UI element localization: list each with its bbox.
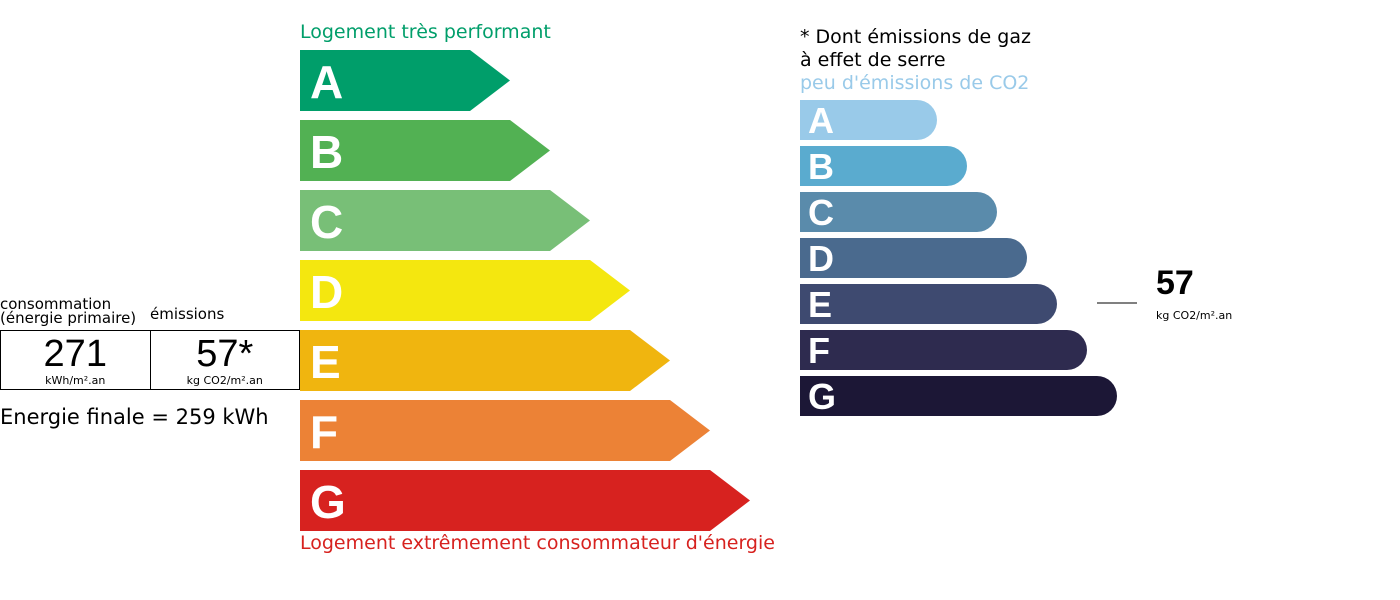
consumption-value: 271 — [43, 333, 107, 375]
ges-note-line2: à effet de serre — [800, 49, 946, 71]
consumption-label-line2: (énergie primaire) — [0, 309, 137, 327]
ges-bar-d — [800, 238, 1027, 278]
ges-letter-c: C — [808, 192, 834, 233]
energy-letter-a: A — [310, 56, 343, 108]
ges-unit: kg CO2/m².an — [1156, 309, 1233, 322]
ges-value: 57 — [1156, 264, 1194, 302]
emissions-value: 57* — [196, 333, 254, 375]
energy-letter-f: F — [310, 406, 338, 458]
ges-letter-g: G — [808, 376, 836, 417]
consumption-unit: kWh/m².an — [45, 374, 106, 387]
ges-letter-b: B — [808, 146, 834, 187]
summary-box: 271 kWh/m².an 57* kg CO2/m².an — [0, 330, 300, 390]
ges-bar-b — [800, 146, 967, 186]
energy-title-top: Logement très performant — [300, 21, 551, 43]
energy-bar-g — [300, 470, 750, 531]
final-energy: Energie finale = 259 kWh — [0, 405, 269, 429]
emissions-cell: 57* kg CO2/m².an — [149, 331, 300, 389]
ges-bar-f — [800, 330, 1087, 370]
energy-bar-f — [300, 400, 710, 461]
ges-low-label: peu d'émissions de CO2 — [800, 72, 1030, 94]
ges-bar-g — [800, 376, 1117, 416]
ges-note: * Dont émissions de gaz à effet de serre — [800, 26, 1031, 72]
consumption-label: consommation (énergie primaire) — [0, 295, 137, 327]
energy-letter-b: B — [310, 126, 343, 178]
ges-letter-d: D — [808, 238, 834, 279]
energy-bar-a — [300, 50, 510, 111]
ges-bar-e — [800, 284, 1057, 324]
emissions-label: émissions — [150, 305, 225, 323]
ges-letter-f: F — [808, 330, 830, 371]
ges-letter-e: E — [808, 284, 832, 325]
energy-letter-g: G — [310, 476, 346, 528]
energy-bar-c — [300, 190, 590, 251]
consumption-cell: 271 kWh/m².an — [1, 331, 150, 389]
energy-bar-e — [300, 330, 670, 391]
energy-letter-d: D — [310, 266, 343, 318]
energy-letter-e: E — [310, 336, 341, 388]
consumption-label-line1: consommation — [0, 295, 112, 313]
energy-bar-b — [300, 120, 550, 181]
energy-bar-d — [300, 260, 630, 321]
ges-bar-a — [800, 100, 937, 140]
ges-note-line1: * Dont émissions de gaz — [800, 26, 1031, 48]
ges-bar-c — [800, 192, 997, 232]
energy-letter-c: C — [310, 196, 343, 248]
energy-title-bottom: Logement extrêmement consommateur d'éner… — [300, 532, 775, 554]
ges-letter-a: A — [808, 100, 834, 141]
emissions-unit: kg CO2/m².an — [186, 374, 263, 387]
